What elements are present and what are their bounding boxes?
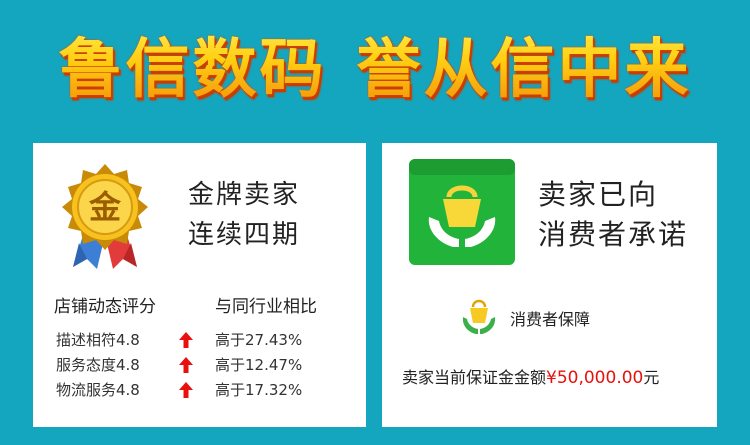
rating-compare: 高于17.32% xyxy=(215,381,303,399)
rating-label: 服务态度4.8 xyxy=(56,356,140,374)
rating-compare: 高于12.47% xyxy=(215,356,303,374)
gold-seller-line2: 连续四期 xyxy=(188,220,301,250)
banner-title-slogan: 誉从信中来 xyxy=(356,33,692,107)
promise-line1: 卖家已向 xyxy=(538,178,659,211)
deposit-prefix: 卖家当前保证金金额 xyxy=(402,368,547,387)
seller-rating-panel: 金 金牌卖家 连续四期 店铺动态评分 与同行业相比 描述相符4.8 高于27.4… xyxy=(33,143,366,427)
gold-seller-headline: 金牌卖家 连续四期 xyxy=(188,175,300,255)
deposit-line: 卖家当前保证金金额¥50,000.00元 xyxy=(402,364,659,388)
medal-char: 金 xyxy=(88,188,122,226)
rating-list: 描述相符4.8 高于27.43% 服务态度4.8 高于12.47% 物流服务4.… xyxy=(56,327,356,402)
rating-compare: 高于27.43% xyxy=(215,331,303,349)
rating-row: 服务态度4.8 高于12.47% xyxy=(56,352,356,377)
consumer-guarantee-icon xyxy=(462,299,496,334)
gold-medal-icon: 金 xyxy=(62,164,148,269)
rating-label: 描述相符4.8 xyxy=(56,331,140,349)
shopping-bag-hands-icon xyxy=(409,159,515,265)
rating-header-left: 店铺动态评分 xyxy=(54,297,156,317)
promise-headline: 卖家已向 消费者承诺 xyxy=(538,175,688,255)
banner-title: 鲁信数码 誉从信中来 xyxy=(59,18,692,110)
banner: 鲁信数码 誉从信中来 xyxy=(0,0,750,128)
promise-line2: 消费者承诺 xyxy=(538,218,689,251)
deposit-unit: 元 xyxy=(643,368,660,387)
rating-label: 物流服务4.8 xyxy=(56,381,140,399)
banner-title-shop: 鲁信数码 xyxy=(58,33,327,107)
gold-seller-line1: 金牌卖家 xyxy=(188,180,301,210)
consumer-promise-panel: 卖家已向 消费者承诺 消费者保障 卖家当前保证金金额¥50,000.00元 xyxy=(382,143,717,427)
consumer-guarantee-label: 消费者保障 xyxy=(510,310,591,329)
up-arrow-icon xyxy=(179,381,215,398)
rating-row: 描述相符4.8 高于27.43% xyxy=(56,327,356,352)
rating-row: 物流服务4.8 高于17.32% xyxy=(56,377,356,402)
up-arrow-icon xyxy=(179,331,215,348)
up-arrow-icon xyxy=(179,356,215,373)
deposit-amount: ¥50,000.00 xyxy=(546,368,644,388)
rating-header-right: 与同行业相比 xyxy=(215,297,317,317)
